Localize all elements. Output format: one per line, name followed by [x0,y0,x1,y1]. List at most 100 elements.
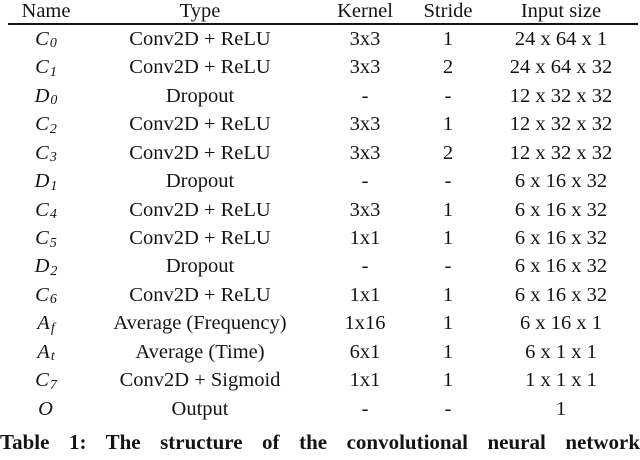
cell-stride: 1 [442,340,454,363]
cell-type: Average (Frequency) [113,312,287,335]
cell-input: 6 x 16 x 32 [514,283,608,306]
cell-stride: - [444,84,452,107]
layer-name-subscript: t [50,349,55,365]
layer-name-subscript: 7 [49,377,57,393]
layer-name-base: C [35,113,49,136]
table-row: C1 Conv2D + ReLU 3x3 2 24 x 64 x 32 [0,53,640,81]
cell-layer-name: C6 [8,283,84,308]
cell-input: 6 x 1 x 1 [525,340,597,363]
cell-stride: 1 [442,312,454,335]
column-header-type: Type [179,0,221,23]
cell-stride: 1 [442,227,454,250]
cell-type: Conv2D + ReLU [129,198,271,221]
layer-name-base: D [34,255,50,278]
cell-stride: 1 [442,198,454,221]
cell-layer-name: At [8,342,84,365]
column-header-name: Name [21,0,71,23]
cell-layer-name: C5 [8,227,84,251]
layer-name-base: C [35,369,49,392]
layer-name-subscript: 0 [50,93,58,109]
layer-name-subscript: 4 [49,207,57,223]
cell-kernel: 1x1 [349,369,381,392]
table-row: Af Average (Frequency) 1x16 1 6 x 16 x 1 [0,309,640,337]
layer-name-base: C [35,227,49,250]
layer-name-subscript: 6 [49,292,57,308]
layer-name-subscript: 5 [49,235,57,251]
cell-stride: - [444,397,452,420]
cell-layer-name: D2 [8,255,84,278]
cell-layer-name: C4 [8,198,84,223]
column-header-input: Input size [520,0,602,23]
cell-input: 12 x 32 x 32 [509,141,613,164]
cell-layer-name: D1 [8,170,84,194]
cell-type: Conv2D + ReLU [129,283,271,306]
cell-kernel: 1x1 [349,283,381,306]
cell-stride: 2 [442,141,454,164]
cell-layer-name: C2 [8,113,84,137]
layer-name-base: D [34,170,50,193]
table-row: D0 Dropout - - 12 x 32 x 32 [0,82,640,110]
cell-input: 6 x 16 x 32 [514,227,608,250]
cell-type: Conv2D + ReLU [129,113,271,136]
cell-input: 24 x 64 x 1 [514,27,608,50]
cell-layer-name: C0 [8,27,84,52]
table-header-row: Name Type Kernel Stride Input size [0,0,640,23]
layer-name-subscript: 2 [49,121,57,137]
cell-type: Dropout [165,84,235,107]
layer-name-base: O [38,397,53,420]
cell-stride: 1 [442,27,454,50]
layer-name-base: C [35,198,49,221]
layer-name-base: C [35,283,49,306]
layer-name-base: D [34,84,50,107]
cell-kernel: 1x1 [349,227,381,250]
cell-type: Dropout [165,255,235,278]
cell-input: 1 x 1 x 1 [525,369,597,392]
cell-stride: - [444,170,452,193]
layer-name-base: C [35,27,49,50]
cell-input: 12 x 32 x 32 [509,113,613,136]
cell-kernel: 6x1 [349,340,381,363]
table-caption: Table 1: The structure of the convolutio… [0,430,640,454]
cell-kernel: 3x3 [349,27,381,50]
layer-name-subscript: 1 [50,178,58,194]
cell-kernel: - [361,397,369,420]
cell-layer-name: O [8,397,84,420]
layer-name-base: C [35,56,49,79]
table-row: C5 Conv2D + ReLU 1x1 1 6 x 16 x 32 [0,224,640,252]
layer-name-base: A [37,312,50,335]
table-row: C4 Conv2D + ReLU 3x3 1 6 x 16 x 32 [0,196,640,224]
table-row: C0 Conv2D + ReLU 3x3 1 24 x 64 x 1 [0,25,640,53]
cell-type: Average (Time) [135,340,265,363]
layer-name-subscript: 1 [49,64,57,80]
cell-kernel: - [361,84,369,107]
table-row: C2 Conv2D + ReLU 3x3 1 12 x 32 x 32 [0,110,640,138]
table-row: C6 Conv2D + ReLU 1x1 1 6 x 16 x 32 [0,281,640,309]
column-header-kernel: Kernel [337,0,393,23]
cell-type: Conv2D + ReLU [129,227,271,250]
cell-kernel: 3x3 [349,56,381,79]
cell-type: Dropout [165,170,235,193]
table-row: At Average (Time) 6x1 1 6 x 1 x 1 [0,338,640,366]
cell-kernel: 1x16 [344,312,386,335]
layer-name-subscript: 0 [49,36,57,52]
cell-input: 6 x 16 x 32 [514,198,608,221]
cell-type: Conv2D + ReLU [129,141,271,164]
cnn-structure-table: Name Type Kernel Stride Input size C0 Co… [0,0,640,420]
cell-input: 12 x 32 x 32 [509,84,613,107]
cell-input: 1 [555,397,567,420]
layer-name-subscript: f [50,320,55,336]
cell-stride: 1 [442,283,454,306]
cell-kernel: - [361,170,369,193]
layer-name-subscript: 3 [49,150,57,166]
cell-stride: 1 [442,113,454,136]
cell-stride: - [444,255,452,278]
cell-type: Conv2D + ReLU [129,56,271,79]
cell-layer-name: D0 [8,84,84,109]
table-row: D1 Dropout - - 6 x 16 x 32 [0,167,640,195]
table-row: C3 Conv2D + ReLU 3x3 2 12 x 32 x 32 [0,139,640,167]
cell-kernel: 3x3 [349,113,381,136]
cell-input: 6 x 16 x 32 [514,255,608,278]
table-row: C7 Conv2D + Sigmoid 1x1 1 1 x 1 x 1 [0,366,640,394]
cell-type: Conv2D + ReLU [129,27,271,50]
